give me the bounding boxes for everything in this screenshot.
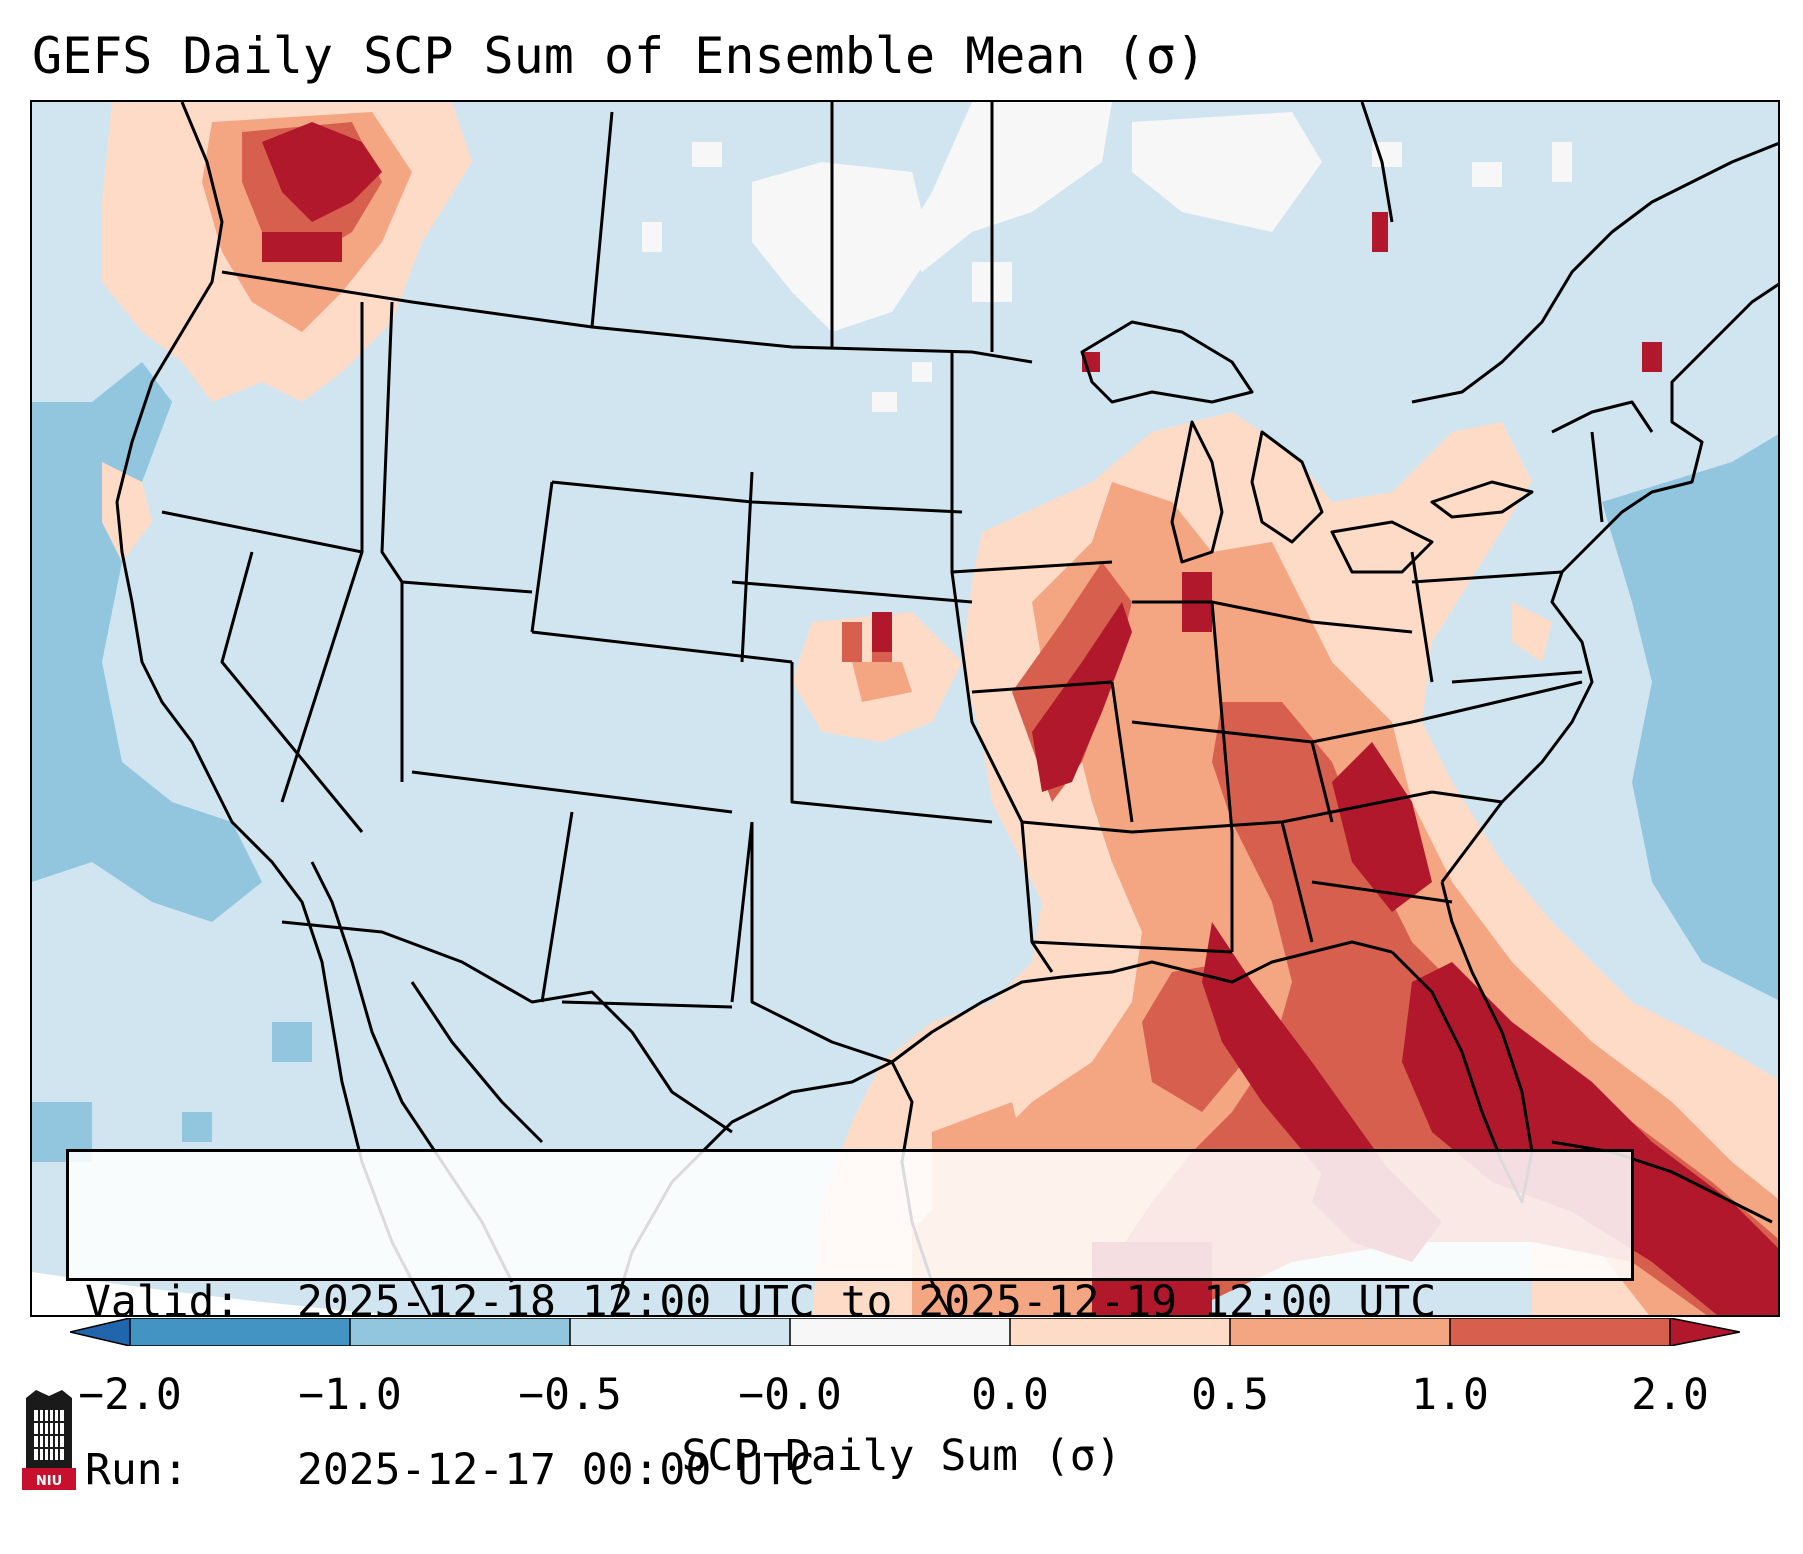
- colorbar-bin: [1450, 1318, 1671, 1346]
- domain-edge-sw: [32, 1272, 392, 1315]
- colorbar-tick-label: 2.0: [1631, 1370, 1709, 1420]
- map-svg: [32, 102, 1778, 1315]
- map-panel: [30, 100, 1780, 1317]
- colorbar-over-arrow: [1670, 1318, 1740, 1346]
- colorbar: [70, 1318, 1740, 1346]
- chart-title: GEFS Daily SCP Sum of Ensemble Mean (σ): [32, 27, 1206, 85]
- colorbar-tick-label: 0.5: [1191, 1370, 1269, 1420]
- colorbar-bin: [350, 1318, 571, 1346]
- negative-region: [32, 362, 1778, 1162]
- colorbar-tick-label: 0.0: [971, 1370, 1049, 1420]
- colorbar-tick-labels: −2.0 −1.0 −0.5 −0.0 0.0 0.5 1.0 2.0: [0, 1368, 1803, 1422]
- colorbar-under-arrow: [70, 1318, 130, 1346]
- logo-banner: [22, 1468, 76, 1490]
- logo-grid: [34, 1410, 64, 1460]
- colorbar-label: SCP Daily Sum (σ): [681, 1431, 1122, 1481]
- run-value: 2025-12-17 00:00 UTC: [297, 1445, 815, 1495]
- niu-logo: NIU: [22, 1390, 76, 1490]
- colorbar-bin: [1230, 1318, 1451, 1346]
- colorbar-bin: [790, 1318, 1011, 1346]
- run-row: Run: 2025-12-17 00:00 UTC: [85, 1442, 1615, 1498]
- colorbar-tick-label: 1.0: [1411, 1370, 1489, 1420]
- colorbar-bin: [130, 1318, 351, 1346]
- colorbar-bin: [570, 1318, 791, 1346]
- near-zero-region: [642, 102, 1572, 412]
- colorbar-tick-label: −0.5: [518, 1370, 622, 1420]
- colorbar-bin: [1010, 1318, 1231, 1346]
- colorbar-tick-label: −1.0: [298, 1370, 402, 1420]
- logo-text: NIU: [36, 1474, 62, 1489]
- colorbar-tick-label: −0.0: [738, 1370, 842, 1420]
- colorbar-tick-label: −2.0: [78, 1370, 182, 1420]
- geographic-boundaries: [115, 102, 1778, 1315]
- valid-time-box: Valid: 2025-12-18 12:00 UTC to 2025-12-19…: [66, 1149, 1634, 1495]
- run-label: Run:: [85, 1445, 189, 1495]
